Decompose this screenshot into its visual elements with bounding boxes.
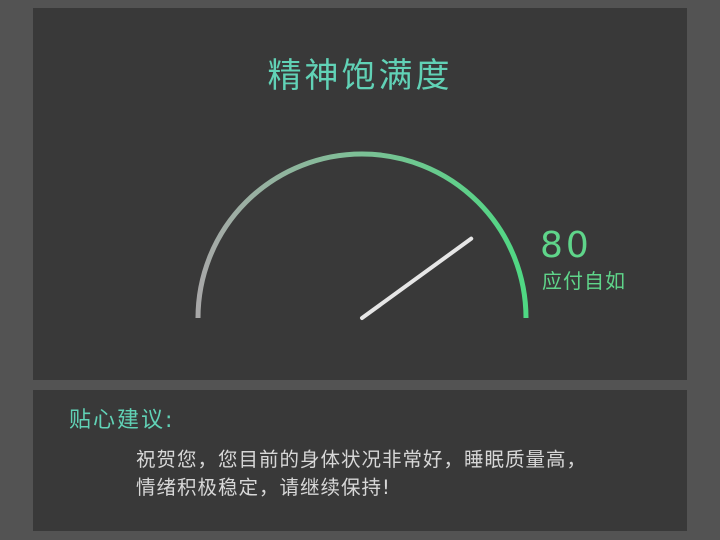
gauge-needle (360, 236, 474, 320)
gauge-arc (195, 151, 529, 319)
gauge-chart (195, 151, 529, 320)
advice-panel: 贴心建议: 祝贺您，您目前的身体状况非常好，睡眠质量高，情绪积极稳定，请继续保持… (33, 390, 687, 531)
gauge-title: 精神饱满度 (267, 56, 453, 96)
advice-text: 祝贺您，您目前的身体状况非常好，睡眠质量高，情绪积极稳定，请继续保持! (136, 448, 588, 499)
advice-title: 贴心建议: (69, 408, 175, 433)
gauge-score: 80 (540, 225, 592, 266)
gauge-panel: 精神饱满度 80 应付自如 (33, 8, 687, 380)
gauge-level-label: 应付自如 (542, 269, 626, 293)
